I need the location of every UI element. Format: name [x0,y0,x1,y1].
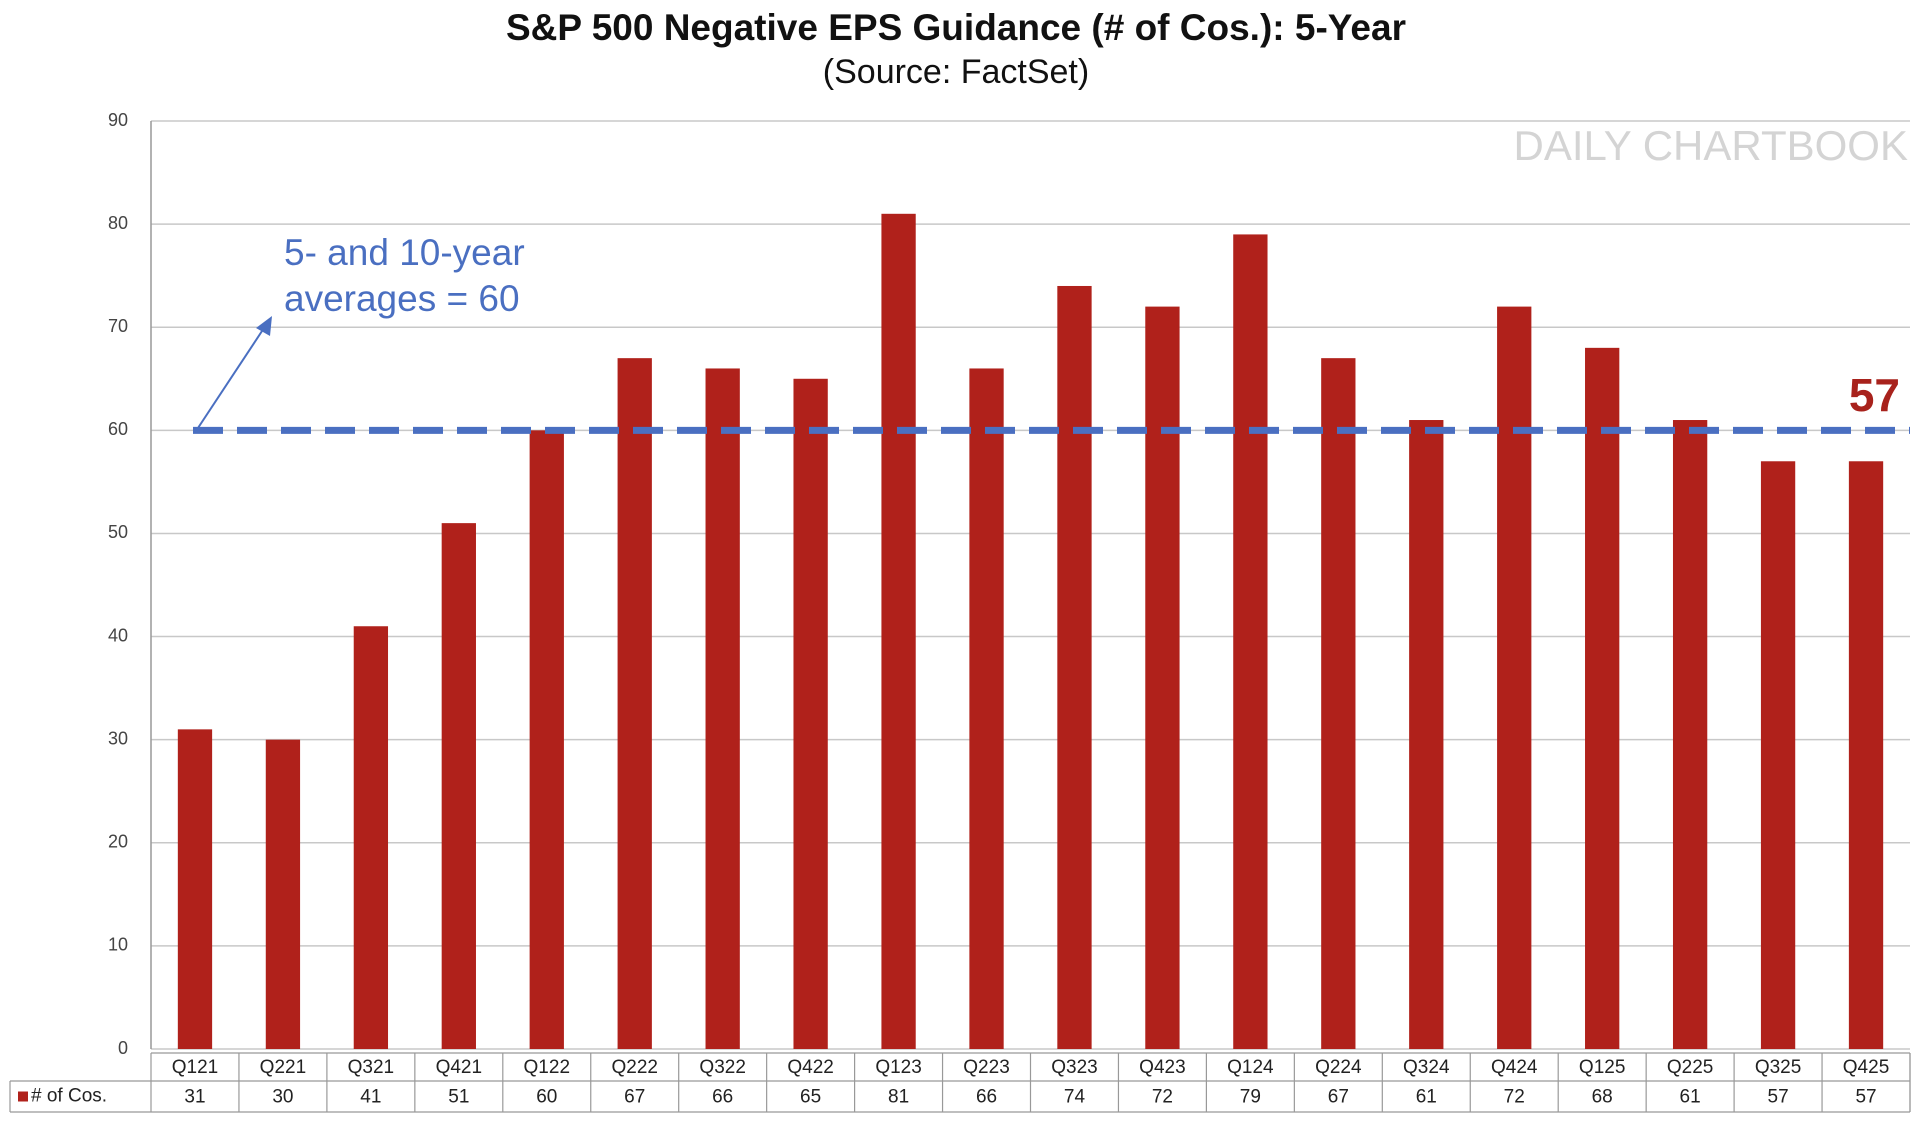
bar [1057,285,1092,1049]
y-tick-label: 70 [108,316,128,336]
table-value: 72 [1504,1087,1525,1108]
watermark: DAILY CHARTBOOK [1514,122,1908,169]
y-tick-label: 40 [108,625,128,645]
bar [1233,234,1268,1049]
bar [969,368,1004,1049]
x-tick-label: Q222 [611,1057,657,1078]
x-tick-label: Q325 [1755,1057,1801,1078]
x-tick-label: Q223 [963,1057,1009,1078]
annotation: 5- and 10-year [284,232,525,273]
x-tick-label: Q124 [1227,1057,1274,1078]
y-tick-label: 0 [118,1038,128,1058]
x-tick-label: Q122 [524,1057,570,1078]
bar [617,358,652,1050]
bar [1585,347,1620,1049]
annotation-arrow [195,327,265,432]
data-table: # of Cos. 31 30 41 51 60 67 66 65 81 66 74 72 79 67 61 7… [9,1052,1911,1113]
table-value: 66 [976,1087,997,1108]
y-tick-label: 80 [108,213,128,233]
chart-subtitle: (Source: FactSet) [823,53,1089,91]
x-tick-label: Q422 [787,1057,833,1078]
y-tick-label: 30 [108,728,128,748]
x-tick-label: Q322 [699,1057,745,1078]
table-value: 72 [1152,1087,1173,1108]
x-tick-label: Q121 [172,1057,218,1078]
x-tick-label: Q324 [1403,1057,1450,1078]
bar [529,430,564,1049]
table-value: 57 [1855,1087,1876,1108]
x-tick-label: Q323 [1051,1057,1097,1078]
table-value: 61 [1416,1087,1437,1108]
y-tick-label: 60 [108,419,128,439]
table-value: 66 [712,1087,733,1108]
bar [881,213,916,1050]
x-tick-label: Q125 [1579,1057,1625,1078]
y-tick-label: 90 [108,110,128,130]
table-value: 79 [1240,1087,1261,1108]
x-tick-label: Q224 [1315,1057,1362,1078]
bar [1409,420,1444,1049]
x-tick-label: Q123 [875,1057,921,1078]
x-tick-label: Q421 [436,1057,482,1078]
bar [1760,461,1796,1049]
legend-swatch [18,1091,28,1102]
x-tick-label: Q221 [260,1057,306,1078]
table-value: 68 [1592,1087,1613,1108]
table-value: 60 [536,1087,557,1108]
bar [177,729,213,1049]
bar [1672,420,1708,1049]
end-label: 57 [1849,369,1900,421]
table-value: 74 [1064,1087,1086,1108]
x-tick-label: Q425 [1843,1057,1889,1078]
bars [177,213,1884,1050]
bar [441,523,476,1049]
table-value: 51 [448,1087,469,1108]
y-tick-label: 10 [108,935,128,955]
x-tick-label: Q225 [1667,1057,1713,1078]
table-value: 61 [1680,1087,1701,1108]
y-tick-label: 50 [108,522,128,542]
bar [793,378,828,1049]
chart-title: S&P 500 Negative EPS Guidance (# of Cos.… [506,7,1406,48]
table-value: 57 [1768,1087,1789,1108]
annotations: 5- and 10-year averages = 60 57 [193,232,1910,434]
x-tick-label: Q423 [1139,1057,1185,1078]
bar [1497,306,1532,1050]
table-value: 67 [1328,1087,1349,1108]
table-value: 41 [360,1087,381,1108]
annotation: averages = 60 [284,278,520,319]
table-value: 30 [272,1087,293,1108]
table-value: 67 [624,1087,645,1108]
table-value: 31 [184,1087,205,1108]
arrow-head [256,316,272,336]
bar [265,739,301,1049]
bar [353,626,389,1049]
bar [705,368,740,1049]
bar [1321,358,1356,1050]
x-tick-label: Q424 [1491,1057,1538,1078]
y-tick-label: 20 [108,832,128,852]
x-tick-label: Q321 [348,1057,394,1078]
table-value: 65 [800,1087,821,1108]
table-value: 81 [888,1087,909,1108]
legend-label: # of Cos. [31,1086,107,1107]
bar [1145,306,1180,1050]
bar [1848,461,1884,1049]
